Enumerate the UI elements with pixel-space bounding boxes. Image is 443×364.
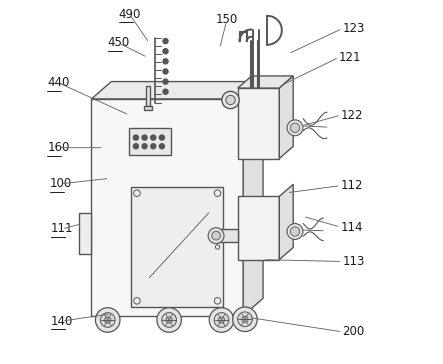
Text: 123: 123 (342, 22, 365, 35)
Text: 121: 121 (339, 51, 361, 64)
Polygon shape (279, 184, 293, 260)
Circle shape (163, 49, 168, 54)
Text: 114: 114 (341, 221, 363, 234)
Circle shape (105, 317, 111, 323)
Text: 160: 160 (47, 141, 70, 154)
Circle shape (290, 123, 300, 132)
Circle shape (166, 317, 172, 323)
Polygon shape (238, 76, 293, 88)
Text: 200: 200 (342, 325, 365, 339)
Circle shape (142, 135, 147, 140)
Circle shape (163, 39, 168, 44)
Circle shape (287, 120, 303, 136)
Bar (216, 229, 238, 242)
Circle shape (142, 144, 147, 149)
Circle shape (163, 79, 168, 84)
Circle shape (151, 135, 156, 140)
Circle shape (163, 89, 168, 94)
Circle shape (218, 317, 225, 323)
Circle shape (163, 59, 168, 64)
Bar (238, 197, 279, 260)
Bar (144, 106, 152, 111)
Circle shape (237, 312, 253, 327)
Text: 100: 100 (50, 177, 72, 190)
Text: 111: 111 (51, 222, 74, 236)
Circle shape (151, 144, 156, 149)
Text: 150: 150 (216, 13, 238, 26)
Polygon shape (279, 76, 293, 158)
Circle shape (233, 307, 257, 332)
Text: 112: 112 (341, 179, 363, 192)
Bar (91, 99, 243, 316)
Text: 113: 113 (342, 255, 365, 268)
Polygon shape (243, 82, 263, 316)
Circle shape (133, 144, 138, 149)
Circle shape (159, 144, 164, 149)
Circle shape (287, 223, 303, 240)
Circle shape (226, 95, 235, 105)
Text: 122: 122 (341, 109, 363, 122)
Text: 490: 490 (119, 8, 141, 20)
Circle shape (214, 313, 229, 327)
Circle shape (163, 69, 168, 74)
Circle shape (157, 308, 181, 332)
Circle shape (209, 308, 234, 332)
Polygon shape (91, 82, 263, 99)
Circle shape (95, 308, 120, 332)
Text: 140: 140 (51, 314, 74, 328)
Bar (131, 187, 223, 306)
Circle shape (290, 227, 300, 236)
Circle shape (101, 313, 115, 327)
Bar (238, 88, 279, 158)
Bar (146, 86, 150, 106)
Circle shape (159, 135, 164, 140)
Text: 440: 440 (47, 76, 70, 89)
Circle shape (208, 228, 224, 244)
Circle shape (222, 91, 239, 109)
Circle shape (212, 231, 221, 240)
Circle shape (162, 313, 176, 327)
Bar (79, 213, 91, 254)
Circle shape (133, 135, 138, 140)
Text: 450: 450 (108, 36, 130, 50)
Bar (129, 128, 171, 155)
Circle shape (242, 316, 248, 323)
